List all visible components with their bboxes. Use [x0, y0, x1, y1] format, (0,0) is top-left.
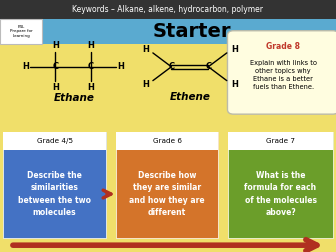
Text: Grade 8: Grade 8	[266, 42, 300, 51]
Text: H: H	[231, 45, 238, 54]
Text: Ethene: Ethene	[169, 92, 210, 102]
FancyBboxPatch shape	[0, 19, 42, 44]
FancyBboxPatch shape	[228, 132, 333, 238]
Text: Grade 4/5: Grade 4/5	[37, 138, 73, 144]
Text: Describe how
they are similar
and how they are
different: Describe how they are similar and how th…	[129, 171, 205, 217]
Text: C: C	[88, 62, 94, 71]
FancyBboxPatch shape	[228, 132, 333, 150]
Text: Describe the
similarities
between the two
molecules: Describe the similarities between the tw…	[18, 171, 91, 217]
FancyBboxPatch shape	[116, 132, 218, 238]
FancyBboxPatch shape	[0, 19, 336, 44]
Text: Grade 6: Grade 6	[153, 138, 182, 144]
FancyBboxPatch shape	[116, 132, 218, 150]
FancyBboxPatch shape	[3, 132, 106, 238]
Text: Grade 7: Grade 7	[266, 138, 295, 144]
Text: Explain with links to
other topics why
Ethane is a better
fuels than Ethene.: Explain with links to other topics why E…	[250, 60, 317, 90]
Text: Ethane: Ethane	[53, 93, 94, 103]
Text: H: H	[231, 80, 238, 89]
Text: H: H	[22, 62, 29, 71]
Text: H: H	[142, 80, 149, 89]
FancyBboxPatch shape	[0, 0, 336, 19]
Text: Keywords – Alkane, alkene, hydrocarbon, polymer: Keywords – Alkane, alkene, hydrocarbon, …	[73, 5, 263, 14]
FancyBboxPatch shape	[227, 31, 336, 114]
Text: H: H	[117, 62, 124, 71]
Text: H: H	[52, 83, 59, 92]
Text: Starter: Starter	[152, 22, 231, 41]
FancyBboxPatch shape	[3, 132, 106, 150]
Text: H: H	[52, 41, 59, 50]
Text: H: H	[87, 41, 94, 50]
Text: C: C	[205, 62, 211, 71]
Text: H: H	[87, 83, 94, 92]
Text: H: H	[142, 45, 149, 54]
Text: P4L
Prepare for
Learning: P4L Prepare for Learning	[10, 25, 33, 38]
Text: C: C	[168, 62, 174, 71]
Text: What is the
formula for each
of the molecules
above?: What is the formula for each of the mole…	[245, 171, 317, 217]
Text: C: C	[52, 62, 58, 71]
